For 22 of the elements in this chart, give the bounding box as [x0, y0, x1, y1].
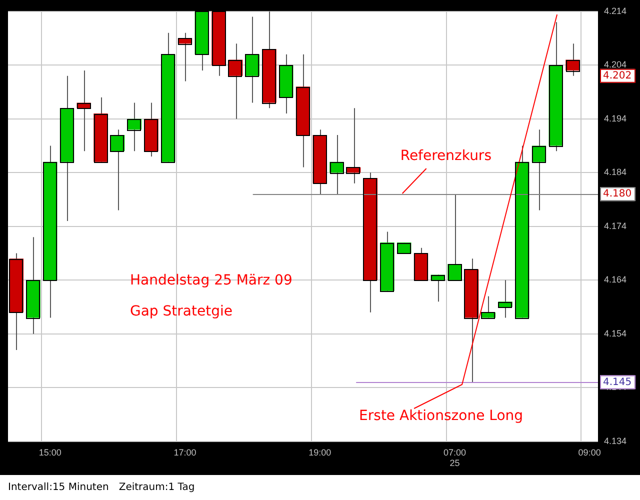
annotation: 4.145 [603, 376, 632, 388]
x-tick-label: 19:00 [308, 447, 332, 458]
annotation: Handelstag 25 März 09 [130, 272, 292, 289]
annotation: 4.202 [603, 70, 632, 82]
annotation: Gap Stratetgie [130, 304, 232, 320]
y-tick-label: 4.194 [604, 113, 627, 124]
x-tick-label: 09:00 [578, 447, 601, 458]
annotation: 4.180 [603, 188, 632, 200]
y-tick-label: 4.134 [604, 436, 627, 446]
x-tick-label: 17:00 [174, 447, 196, 458]
y-tick-label: 4.214 [604, 6, 627, 16]
y-tick-label: 4.154 [604, 328, 627, 338]
ref-line-label: Referenzkurs [400, 148, 492, 164]
y-tick-label: 4.174 [604, 220, 627, 231]
y-tick-label: 4.204 [604, 60, 627, 70]
text: Zeitraum:1 Tag [118, 482, 195, 493]
x-tick-label: 15:00 [38, 447, 62, 458]
y-tick-label: 4.184 [604, 167, 627, 178]
y-tick-label: 4.164 [604, 274, 627, 285]
ref-line-label: Erste Aktionszone Long [359, 408, 524, 424]
x-tick-label: 07:00 25 [443, 447, 466, 468]
text: Intervall:15 Minuten [8, 482, 109, 493]
